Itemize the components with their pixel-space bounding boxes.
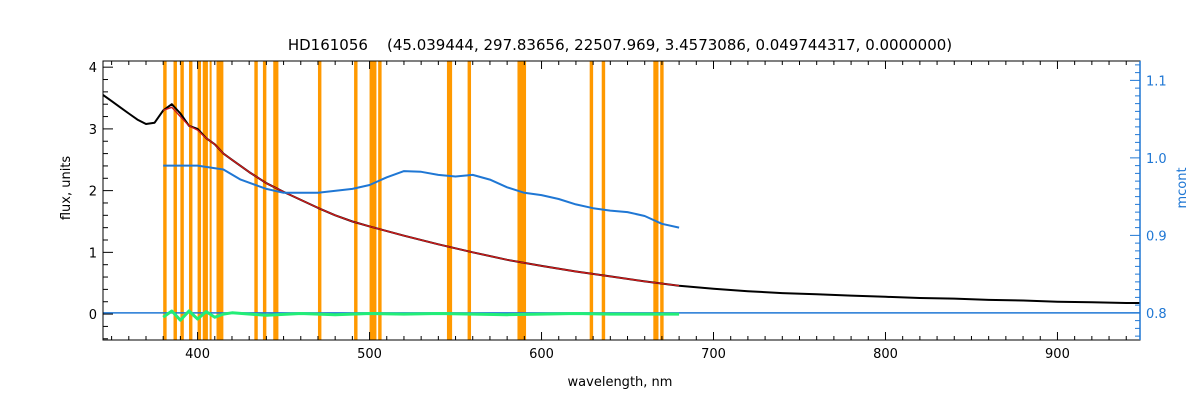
- masked-region-14: [378, 61, 382, 340]
- chart-title: HD161056 (45.039444, 297.83656, 22507.96…: [288, 36, 952, 54]
- y2-axis: 0.8 0.9 1.0 1.1: [1130, 61, 1167, 340]
- masked-region-16: [467, 61, 472, 340]
- x-tick-label-1: 500: [357, 347, 382, 362]
- x-axis-label: wavelength, nm: [568, 375, 673, 390]
- x-tick-label-5: 900: [1045, 347, 1070, 362]
- y-tick-label-4: 4: [89, 61, 97, 76]
- masked-region-9: [262, 61, 267, 340]
- y2-tick-label-0: 0.8: [1146, 307, 1167, 322]
- series-residual: [162, 309, 680, 322]
- y-tick-label-0: 0: [89, 308, 97, 323]
- series-continuum: [163, 164, 680, 229]
- y-tick-label-2: 2: [89, 185, 97, 200]
- masked-region-3: [188, 61, 193, 340]
- series-observed: [102, 94, 1140, 304]
- y-axis: 0 1 2 3 4: [89, 61, 113, 340]
- masked-region-17: [517, 61, 527, 340]
- masked-region-21: [660, 61, 664, 340]
- masked-region-7: [216, 61, 224, 340]
- plot-frame: [102, 60, 1141, 341]
- masked-region-6: [209, 61, 212, 340]
- masked-region-10: [273, 61, 279, 340]
- masked-region-20: [653, 61, 659, 340]
- series-model: [162, 106, 680, 287]
- y-axis-label: flux, units: [59, 156, 74, 221]
- masked-region-8: [254, 61, 258, 340]
- y2-axis-label: mcont: [1175, 167, 1190, 208]
- masked-region-19: [601, 61, 606, 340]
- masked-regions: [163, 61, 664, 340]
- masked-region-18: [589, 61, 594, 340]
- series-layer: [102, 94, 1140, 322]
- masked-region-13: [369, 61, 377, 340]
- x-tick-label-0: 400: [185, 347, 210, 362]
- x-tick-label-3: 700: [701, 347, 726, 362]
- y2-tick-label-3: 1.1: [1146, 74, 1167, 89]
- masked-region-11: [317, 61, 322, 340]
- y2-tick-label-2: 1.0: [1146, 152, 1167, 167]
- masked-region-4: [197, 61, 202, 340]
- y2-tick-label-1: 0.9: [1146, 229, 1167, 244]
- masked-region-2: [180, 61, 184, 340]
- x-tick-label-2: 600: [529, 347, 554, 362]
- masked-region-1: [173, 61, 177, 340]
- masked-region-12: [354, 61, 358, 340]
- y-tick-label-1: 1: [89, 246, 97, 261]
- masked-region-0: [163, 61, 167, 340]
- x-tick-label-4: 800: [873, 347, 898, 362]
- masked-region-5: [202, 61, 208, 340]
- y-tick-label-3: 3: [89, 123, 97, 138]
- masked-region-15: [446, 61, 453, 340]
- x-axis: 400 500 600 700 800 900: [111, 61, 1127, 362]
